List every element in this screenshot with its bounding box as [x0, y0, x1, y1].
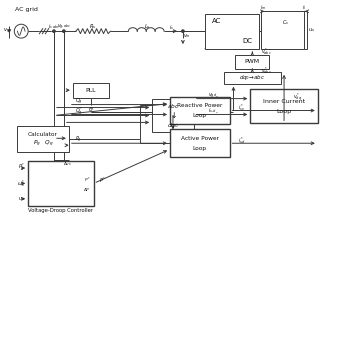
Text: $u_s$: $u_s$: [308, 26, 316, 34]
Bar: [224, 72, 281, 84]
Text: Inner Current: Inner Current: [263, 99, 305, 103]
Text: $u_s$: $u_s$: [18, 195, 25, 203]
Circle shape: [53, 30, 55, 32]
Text: $P^*_g$: $P^*_g$: [18, 162, 25, 174]
Text: $i_{s,d_q}$: $i_{s,d_q}$: [208, 107, 219, 116]
Text: $\downarrow$: $\downarrow$: [169, 110, 177, 120]
Text: $P^*$: $P^*$: [99, 176, 106, 185]
Text: $P^*$: $P^*$: [84, 176, 91, 185]
Text: $P_g$   $Q_g$: $P_g$ $Q_g$: [33, 139, 53, 149]
Text: Loop: Loop: [193, 113, 207, 118]
Text: $v^*_{dq}$: $v^*_{dq}$: [293, 91, 303, 104]
Bar: [17, 126, 69, 152]
Text: $\Delta v_s$: $\Delta v_s$: [63, 160, 72, 168]
Text: $R_s$: $R_s$: [89, 22, 97, 31]
Text: $v_g$: $v_g$: [3, 27, 10, 36]
Bar: [170, 129, 230, 157]
Text: $\Delta P$: $\Delta P$: [83, 186, 91, 193]
Text: $P_g$: $P_g$: [75, 135, 82, 145]
Text: $L_s$: $L_s$: [144, 22, 151, 31]
Circle shape: [182, 30, 184, 32]
Text: $v^*_{abc}$: $v^*_{abc}$: [261, 47, 272, 57]
Text: Calculator: Calculator: [28, 132, 58, 137]
Bar: [73, 83, 108, 98]
Text: $i^*_{sv}$: $i^*_{sv}$: [238, 102, 245, 113]
Text: $Q_g$: $Q_g$: [75, 97, 83, 107]
Text: $i_l$: $i_l$: [302, 3, 306, 12]
Text: $dq_0$: $dq_0$: [167, 121, 179, 130]
Text: PLL: PLL: [85, 88, 96, 93]
Text: $v_{g,abc}$: $v_{g,abc}$: [57, 22, 71, 32]
Text: $v_m$: $v_m$: [183, 32, 191, 40]
Text: DC: DC: [242, 38, 252, 44]
Text: Active Power: Active Power: [181, 136, 219, 141]
Text: $i_s$: $i_s$: [169, 23, 174, 32]
Text: $v^*_{abc}$: $v^*_{abc}$: [261, 65, 272, 76]
Text: $\omega^*_s$: $\omega^*_s$: [17, 178, 25, 189]
Text: Loop: Loop: [276, 109, 292, 114]
Circle shape: [14, 24, 28, 38]
Text: $abc$: $abc$: [167, 101, 179, 110]
Bar: [205, 14, 259, 49]
Text: $dq_0\!\rightarrow\!abc$: $dq_0\!\rightarrow\!abc$: [239, 73, 266, 82]
Circle shape: [63, 30, 65, 32]
Text: Reactive Power: Reactive Power: [177, 103, 222, 108]
Text: $i_{s,abc}$: $i_{s,abc}$: [48, 23, 60, 31]
Text: Loop: Loop: [193, 146, 207, 151]
Text: $Q^*_g$: $Q^*_g$: [74, 106, 83, 118]
Bar: [152, 99, 194, 132]
Text: AC grid: AC grid: [15, 7, 38, 12]
Text: $i^*_{sd}$: $i^*_{sd}$: [238, 135, 245, 146]
Bar: [28, 161, 94, 206]
Bar: [236, 55, 269, 69]
Bar: [250, 89, 318, 124]
Text: PWM: PWM: [245, 59, 260, 65]
Text: $C_s$: $C_s$: [282, 18, 289, 27]
Text: $\theta$: $\theta$: [88, 105, 94, 112]
Text: Voltage-Droop Controller: Voltage-Droop Controller: [28, 208, 94, 213]
Text: $v_{gd_q}$: $v_{gd_q}$: [208, 91, 219, 100]
Bar: [170, 97, 230, 125]
Bar: [261, 11, 304, 49]
Text: $i_m$: $i_m$: [260, 3, 266, 12]
Text: AC: AC: [212, 18, 221, 24]
